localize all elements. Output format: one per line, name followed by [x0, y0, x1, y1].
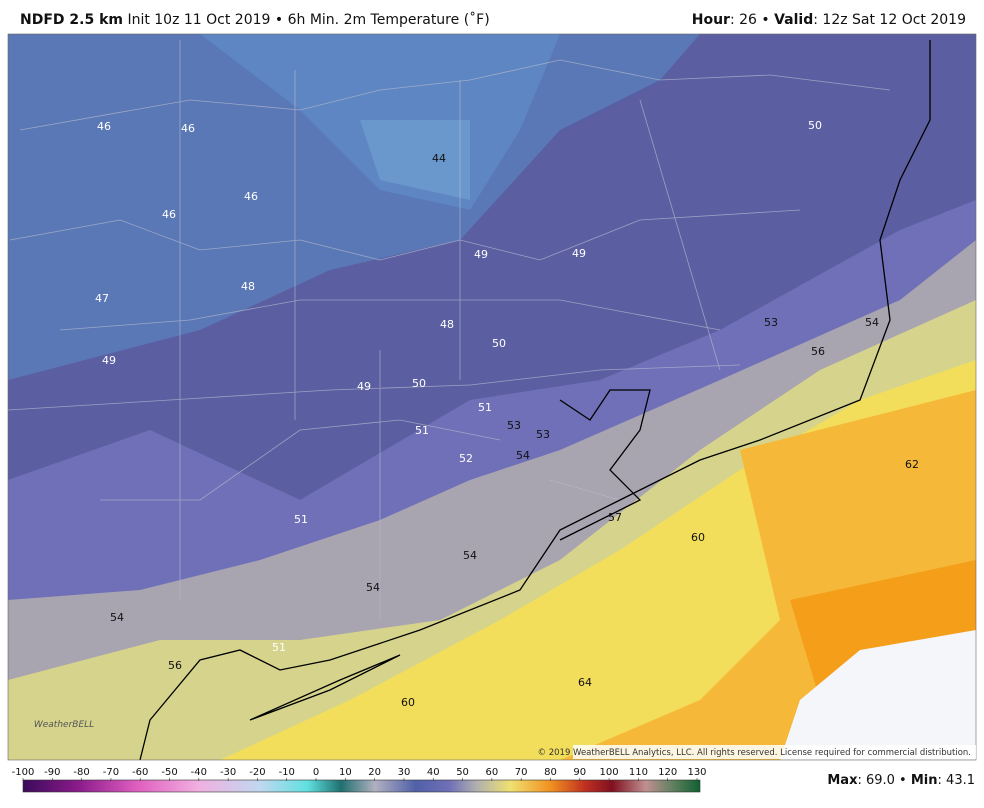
logo: WeatherBELL [34, 720, 94, 730]
temperature-label: 56 [168, 659, 182, 672]
colorbar-tick-label: 60 [486, 767, 499, 778]
temperature-label: 54 [366, 581, 380, 594]
temperature-label: 47 [95, 292, 109, 305]
colorbar-tick-label: -90 [44, 767, 60, 778]
temperature-label: 49 [357, 380, 371, 393]
colorbar-tick-label: -40 [191, 767, 207, 778]
copyright-bg [573, 745, 976, 759]
temperature-label: 62 [905, 458, 919, 471]
colorbar-tick-label: -30 [220, 767, 236, 778]
temperature-label: 46 [162, 208, 176, 221]
max-value: : 69.0 • [857, 773, 906, 788]
colorbar-tick-label: 0 [313, 767, 319, 778]
temperature-label: 46 [244, 190, 258, 203]
colorbar-tick-label: 10 [339, 767, 352, 778]
colorbar-tick-label: -70 [103, 767, 119, 778]
colorbar-tick-label: 70 [515, 767, 528, 778]
temperature-label: 56 [811, 345, 825, 358]
temperature-label: 53 [536, 428, 550, 441]
temperature-label: 53 [507, 419, 521, 432]
temperature-label: 51 [478, 401, 492, 414]
temperature-label: 51 [415, 424, 429, 437]
colorbar-tick-label: 90 [573, 767, 586, 778]
temperature-label: 49 [572, 247, 586, 260]
valid-value: : 12z Sat 12 Oct 2019 [813, 12, 966, 28]
temperature-label: 50 [808, 119, 822, 132]
temperature-label: 57 [608, 511, 622, 524]
temperature-label: 54 [110, 611, 124, 624]
colorbar-tick-label: -50 [161, 767, 177, 778]
temperature-label: 54 [463, 549, 477, 562]
colorbar-tick-label: 30 [398, 767, 411, 778]
temperature-label: 44 [432, 152, 446, 165]
temperature-label: 50 [412, 377, 426, 390]
map-frame [7, 33, 977, 761]
temperature-label: 50 [492, 337, 506, 350]
colorbar-tick-label: -20 [249, 767, 265, 778]
colorbar-tick-label: 50 [456, 767, 469, 778]
temperature-label: 49 [102, 354, 116, 367]
hour-label: Hour [691, 12, 730, 28]
description: Init 10z 11 Oct 2019 • 6h Min. 2m Temper… [127, 12, 490, 28]
colorbar-tick-label: 130 [687, 767, 706, 778]
temperature-label: 52 [459, 452, 473, 465]
colorbar-tick-label: 110 [629, 767, 648, 778]
footer: Max: 69.0 • Min: 43.1 [827, 773, 975, 788]
colorbar-tick-label: 100 [600, 767, 619, 778]
header-left: NDFD 2.5 km Init 10z 11 Oct 2019 • 6h Mi… [20, 12, 490, 28]
hour-value: : 26 • [729, 12, 770, 28]
max-label: Max [827, 773, 858, 788]
temperature-label: 64 [578, 676, 592, 689]
valid-label: Valid [774, 12, 814, 28]
temperature-label: 54 [516, 449, 530, 462]
colorbar-tick-label: -60 [132, 767, 148, 778]
colorbar-tick-label: -10 [279, 767, 295, 778]
colorbar-tick-label: -80 [73, 767, 89, 778]
temperature-label: 60 [691, 531, 705, 544]
temperature-label: 46 [97, 120, 111, 133]
temperature-label: 54 [865, 316, 879, 329]
temperature-label: 48 [241, 280, 255, 293]
temperature-label: 48 [440, 318, 454, 331]
colorbar-tick-label: 120 [658, 767, 677, 778]
copyright: © 2019 WeatherBELL Analytics, LLC. All r… [538, 748, 971, 758]
temperature-label: 46 [181, 122, 195, 135]
colorbar-tick-label: 80 [544, 767, 557, 778]
colorbar-tick-label: 20 [368, 767, 381, 778]
colorbar-tick-label: -100 [12, 767, 35, 778]
temperature-label: 53 [764, 316, 778, 329]
colorbar-tick-label: 40 [427, 767, 440, 778]
temperature-field [8, 34, 976, 760]
temperature-label: 51 [272, 641, 286, 654]
model: NDFD 2.5 km [20, 12, 123, 28]
colorbar [22, 779, 701, 793]
temperature-label: 51 [294, 513, 308, 526]
temperature-label: 60 [401, 696, 415, 709]
header-right: Hour: 26 • Valid: 12z Sat 12 Oct 2019 [692, 12, 966, 28]
min-value: : 43.1 [938, 773, 975, 788]
min-label: Min [911, 773, 938, 788]
temperature-label: 49 [474, 248, 488, 261]
